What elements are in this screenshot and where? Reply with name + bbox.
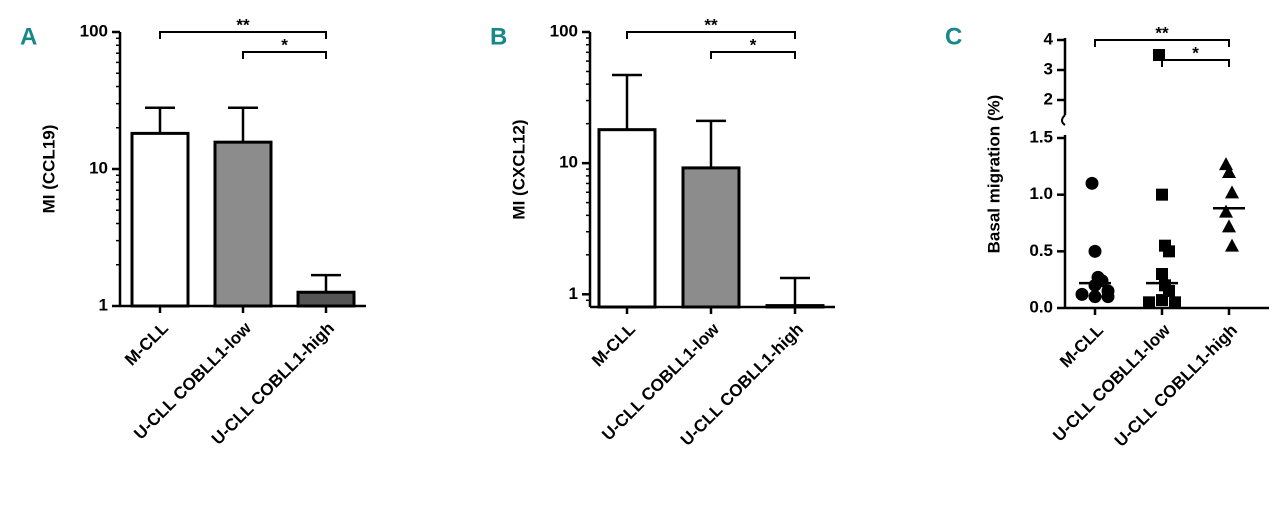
bar [213,140,273,308]
point [1225,238,1239,252]
bar [130,131,190,308]
point [1156,294,1168,307]
x-tick-label: U-CLL COBLL1-low [1049,320,1174,445]
point [1075,287,1089,301]
y-axis-label: Basal migration (%) [984,95,1003,254]
y-tick-label: 1.0 [1029,184,1053,203]
significance-label: ** [236,15,250,34]
point [1153,49,1165,61]
point [1225,185,1239,199]
y-axis-label: MI (CCL19) [39,125,58,214]
y-tick-label: 1 [99,295,108,314]
significance-label: * [1192,43,1199,62]
bar [765,304,825,309]
panel-label: C [945,23,962,50]
point [1088,290,1102,304]
bar [681,166,741,309]
point [1156,268,1168,280]
significance-label: * [750,35,757,54]
x-tick-label: M-CLL [121,319,172,370]
y-tick-label: 10 [559,153,578,172]
significance-bracket [626,31,796,39]
y-tick-label: 1.5 [1029,127,1053,146]
y-tick-label: 4 [1044,29,1054,48]
point [1219,204,1233,218]
point [1088,244,1102,258]
point [1163,245,1175,258]
point [1222,165,1236,178]
point [1101,290,1115,304]
y-tick-label: 3 [1044,59,1053,78]
point [1219,157,1233,171]
significance-bracket [1094,39,1230,47]
point [1163,285,1175,297]
point [1088,278,1102,292]
y-tick-label: 10 [89,158,108,177]
y-tick-label: 2 [1044,89,1053,108]
panel-label: B [490,23,507,50]
significance-bracket [710,51,796,59]
significance-bracket [1161,59,1230,67]
x-tick-label: M-CLL [588,320,639,371]
significance-label: * [281,35,288,54]
bar [597,128,657,309]
significance-label: ** [704,15,718,34]
point [1156,188,1168,201]
y-tick-label: 100 [550,21,578,40]
significance-bracket [242,51,327,59]
point [1085,176,1099,190]
y-tick-label: 0.5 [1029,241,1053,260]
panel-label: A [20,23,37,50]
y-axis-label: MI (CXCL12) [509,119,528,219]
significance-label: ** [1155,23,1169,42]
y-tick-label: 1 [569,284,578,303]
y-tick-label: 0.0 [1029,297,1053,316]
point [1143,296,1155,309]
significance-bracket [159,31,327,39]
axis-break [1061,114,1066,126]
y-tick-label: 100 [80,21,108,40]
point [1169,296,1181,309]
point [1222,219,1236,233]
bar [296,290,356,308]
x-tick-label: U-CLL COBLL1-high [1111,321,1241,451]
x-tick-label: M-CLL [1056,321,1107,372]
